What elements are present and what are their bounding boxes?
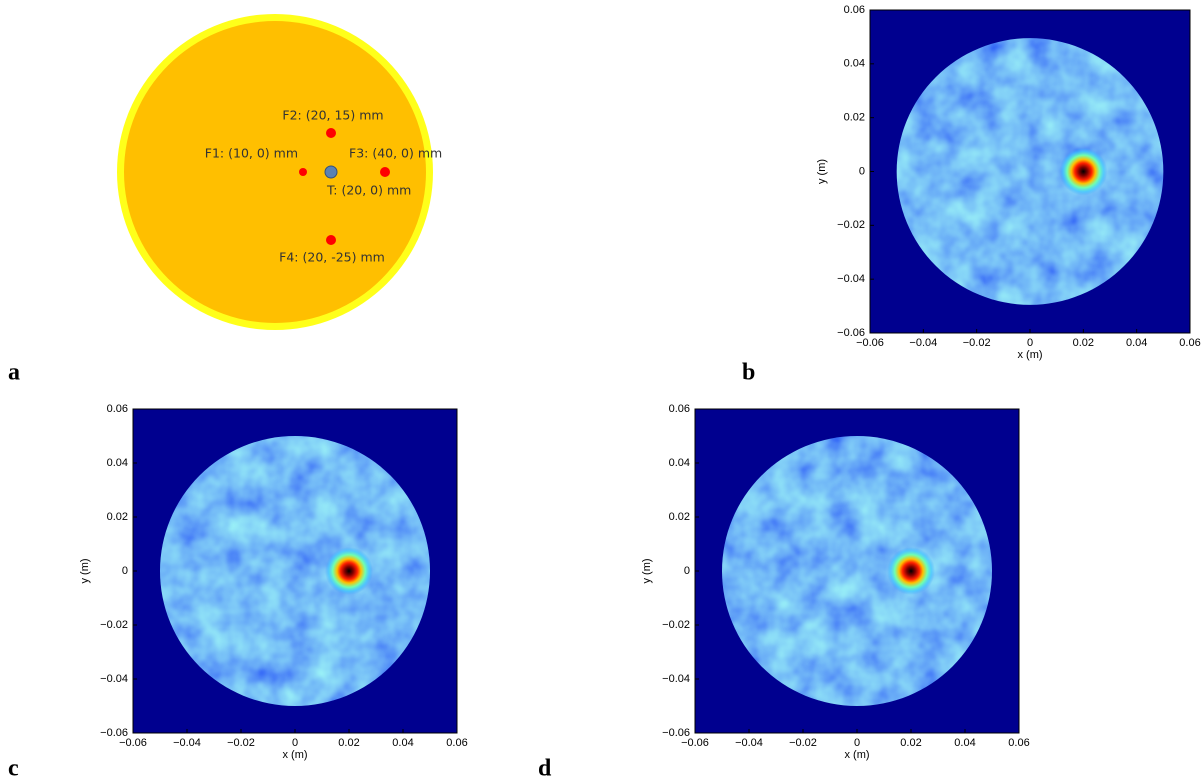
- y-tick-label: 0.04: [669, 457, 690, 469]
- x-tick-label: −0.02: [227, 737, 255, 749]
- y-tick-label: 0.06: [844, 4, 865, 16]
- peak: [1059, 147, 1108, 196]
- point: [380, 167, 390, 177]
- y-axis-label: y (m): [816, 159, 828, 184]
- point-label: T: (20, 0) mm: [326, 183, 411, 198]
- y-tick-label: 0.06: [107, 403, 128, 415]
- point-label: F1: (10, 0) mm: [205, 146, 298, 161]
- panel-label: d: [538, 756, 552, 778]
- point: [326, 235, 336, 245]
- panel-label: c: [8, 756, 19, 778]
- point-label: F4: (20, -25) mm: [279, 250, 385, 265]
- y-tick-label: 0.02: [107, 511, 128, 523]
- heatmap-panel: −0.06 −0.04 −0.02 0 0.02 0.04 0.06 −0.06 −0.04 −0…: [742, 4, 1201, 386]
- x-tick-label: 0.06: [1008, 737, 1029, 749]
- x-tick-label: −0.04: [173, 737, 201, 749]
- y-tick-label: 0: [122, 565, 128, 577]
- x-axis-label: x (m): [282, 749, 307, 761]
- y-tick-label: −0.06: [100, 727, 128, 739]
- x-tick-label: −0.04: [735, 737, 763, 749]
- y-tick-label: 0: [859, 165, 865, 177]
- x-axis-label: x (m): [844, 749, 869, 761]
- x-tick-label: 0: [854, 737, 860, 749]
- heatmap-panel: −0.06 −0.04 −0.02 0 0.02 0.04 0.06 −0.06 −0.04 −0…: [538, 403, 1030, 782]
- target: [324, 165, 338, 179]
- x-tick-label: 0.06: [446, 737, 467, 749]
- y-tick-label: −0.02: [100, 619, 128, 631]
- x-tick-label: 0.04: [954, 737, 975, 749]
- x-tick-label: −0.02: [963, 337, 991, 349]
- y-tick-label: 0.04: [844, 58, 865, 70]
- y-tick-label: −0.04: [100, 673, 128, 685]
- x-tick-label: 0.02: [338, 737, 359, 749]
- y-tick-label: −0.02: [837, 219, 865, 231]
- y-tick-label: −0.04: [837, 273, 865, 285]
- x-tick-label: 0: [1027, 337, 1033, 349]
- y-tick-label: 0.02: [669, 511, 690, 523]
- x-tick-label: −0.06: [681, 737, 709, 749]
- x-tick-label: 0: [292, 737, 298, 749]
- y-tick-label: 0.06: [669, 403, 690, 415]
- panel-label: a: [8, 360, 20, 386]
- field-region: [896, 38, 1164, 305]
- x-tick-label: −0.06: [119, 737, 147, 749]
- x-tick-label: 0.06: [1179, 337, 1200, 349]
- point: [299, 168, 307, 176]
- heatmap-panel: −0.06 −0.04 −0.02 0 0.02 0.04 0.06 −0.06 −0.04 −0…: [8, 403, 468, 782]
- peak: [325, 547, 373, 595]
- y-tick-label: 0.02: [844, 112, 865, 124]
- panel-label: b: [742, 360, 755, 386]
- x-tick-label: −0.02: [789, 737, 817, 749]
- y-tick-label: 0.04: [107, 457, 128, 469]
- x-tick-label: 0.04: [1126, 337, 1147, 349]
- point-label: F3: (40, 0) mm: [349, 146, 442, 161]
- phantom: [124, 21, 426, 323]
- x-tick-label: 0.04: [392, 737, 413, 749]
- field-region: [160, 436, 430, 706]
- y-tick-label: −0.02: [662, 619, 690, 631]
- y-axis-label: y (m): [641, 558, 653, 583]
- y-axis-label: y (m): [79, 558, 91, 583]
- x-axis-label: x (m): [1017, 349, 1042, 361]
- x-tick-label: −0.06: [856, 337, 884, 349]
- point: [326, 128, 336, 138]
- x-tick-label: −0.04: [909, 337, 937, 349]
- y-tick-label: 0: [684, 565, 690, 577]
- peak: [887, 547, 935, 595]
- x-tick-label: 0.02: [1073, 337, 1094, 349]
- field-region: [722, 436, 992, 706]
- y-tick-label: −0.06: [662, 727, 690, 739]
- panel-a: F2: (20, 15) mm F1: (10, 0) mm F3: (40, …: [8, 14, 442, 386]
- y-tick-label: −0.04: [662, 673, 690, 685]
- x-tick-label: 0.02: [900, 737, 921, 749]
- y-tick-label: −0.06: [837, 327, 865, 339]
- point-label: F2: (20, 15) mm: [282, 108, 383, 123]
